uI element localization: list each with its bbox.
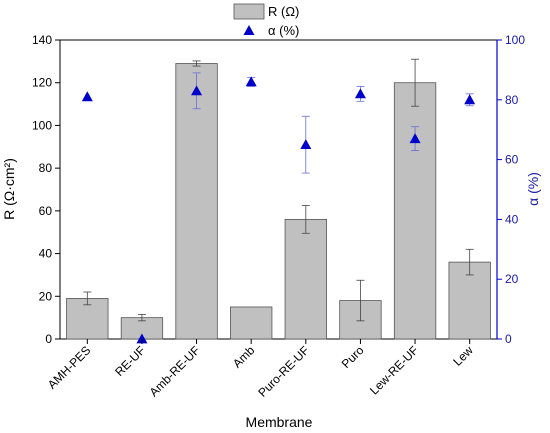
left-tick-label: 80 bbox=[39, 161, 53, 175]
point-amb bbox=[245, 76, 257, 87]
left-tick-label: 140 bbox=[32, 33, 52, 47]
right-tick-label: 100 bbox=[505, 33, 525, 47]
x-tick-label-puro: Puro bbox=[339, 343, 367, 371]
bar-puro-re-uf bbox=[284, 218, 327, 340]
legend-triangle-marker bbox=[243, 25, 255, 35]
right-tick-label: 80 bbox=[505, 93, 519, 107]
point-re-uf bbox=[136, 333, 148, 344]
right-tick-label: 40 bbox=[505, 212, 519, 226]
bar-amb-re-uf bbox=[175, 63, 218, 340]
x-tick-label-lew-re-uf: Lew-RE-UF bbox=[367, 343, 421, 397]
left-axis-title: R (Ω·cm²) bbox=[1, 158, 17, 220]
point-amh-pes bbox=[81, 91, 93, 102]
right-axis-title: α (%) bbox=[525, 172, 541, 206]
point-lew-re-uf bbox=[409, 133, 421, 144]
left-tick-label: 60 bbox=[39, 204, 53, 218]
point-puro bbox=[354, 88, 366, 99]
point-amb-re-uf bbox=[191, 85, 203, 96]
x-tick-label-amh-pes: AMH-PES bbox=[45, 343, 94, 392]
left-tick-label: 40 bbox=[39, 247, 53, 261]
x-tick-label-lew: Lew bbox=[450, 343, 476, 369]
x-tick-label-re-uf: RE-UF bbox=[112, 343, 148, 379]
left-tick-label: 20 bbox=[39, 289, 53, 303]
x-axis-title: Membrane bbox=[246, 414, 313, 430]
x-tick-label-puro-re-uf: Puro-RE-UF bbox=[255, 343, 312, 400]
right-tick-label: 60 bbox=[505, 153, 519, 167]
left-tick-label: 120 bbox=[32, 76, 52, 90]
legend-bar-label: R (Ω) bbox=[268, 4, 299, 19]
bar-lew-re-uf bbox=[393, 82, 437, 340]
left-tick-label: 100 bbox=[32, 118, 52, 132]
right-tick-label: 20 bbox=[505, 272, 519, 286]
bar-amb bbox=[230, 306, 273, 340]
legend-triangle-label: α (%) bbox=[268, 23, 299, 38]
right-tick-label: 0 bbox=[505, 332, 512, 346]
left-tick-label: 0 bbox=[45, 332, 52, 346]
x-tick-label-amb-re-uf: Amb-RE-UF bbox=[147, 343, 203, 399]
legend-bar-swatch bbox=[233, 3, 265, 20]
point-lew bbox=[464, 94, 476, 105]
x-tick-label-amb: Amb bbox=[230, 343, 258, 371]
point-puro-re-uf bbox=[300, 139, 312, 150]
